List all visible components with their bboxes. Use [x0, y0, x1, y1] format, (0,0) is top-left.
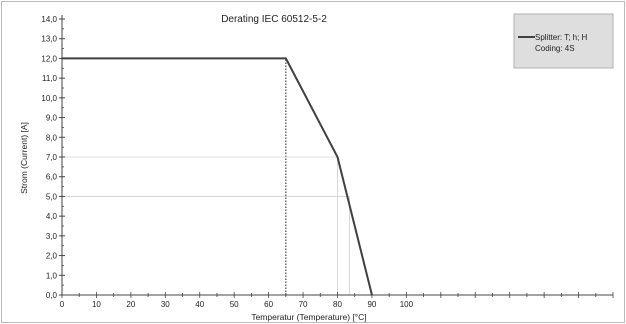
legend-series-name: Splitter: T; h; H	[535, 33, 588, 42]
series-line-0	[62, 57, 373, 296]
x-tick-label: 100	[400, 300, 414, 309]
x-tick-label: 40	[195, 300, 204, 309]
y-tick-label: 7,0	[46, 153, 58, 162]
y-tick-label: 2,0	[46, 252, 58, 261]
series-group	[62, 57, 373, 296]
axes: 0,0 1,0 2,0 3,0 4,0 5,0 6,0 7,0 8,0 9,0 10,0 11,0 12…	[41, 15, 614, 309]
y-tick-label: 12,0	[41, 54, 57, 63]
y-tick-label: 13,0	[41, 35, 57, 44]
x-tick-label: 20	[126, 300, 135, 309]
y-tick-label: 6,0	[46, 173, 58, 182]
x-tick-label: 0	[60, 300, 65, 309]
y-tick-label: 9,0	[46, 114, 58, 123]
x-tick-label: 50	[230, 300, 239, 309]
y-tick-label: 10,0	[41, 94, 57, 103]
y-tick-label: 8,0	[46, 133, 58, 142]
x-tick-label: 10	[92, 300, 101, 309]
y-tick-label: 0,0	[46, 291, 58, 300]
y-tick-label: 3,0	[46, 232, 58, 241]
x-tick-label: 30	[161, 300, 170, 309]
x-tick-label: 80	[333, 300, 342, 309]
y-tick-label: 11,0	[42, 74, 58, 83]
legend-box	[513, 13, 614, 69]
x-axis-title: Temperatur (Temperature) [°C]	[251, 312, 366, 322]
y-tick-label: 4,0	[46, 212, 58, 221]
x-tick-label: 90	[367, 300, 376, 309]
x-tick-label: 60	[264, 300, 273, 309]
y-axis-title: Strom (Current) [A]	[19, 122, 29, 194]
legend-coding: Coding: 4S	[535, 44, 575, 53]
y-tick-label: 1,0	[46, 271, 58, 280]
legend: Splitter: T; h; H Coding: 4S	[513, 13, 614, 69]
x-tick-label: 70	[299, 300, 308, 309]
chart-title: Derating IEC 60512-5-2	[221, 14, 327, 25]
y-tick-label: 5,0	[46, 192, 58, 201]
y-tick-label: 14,0	[41, 15, 57, 24]
guide-lines	[62, 58, 350, 295]
